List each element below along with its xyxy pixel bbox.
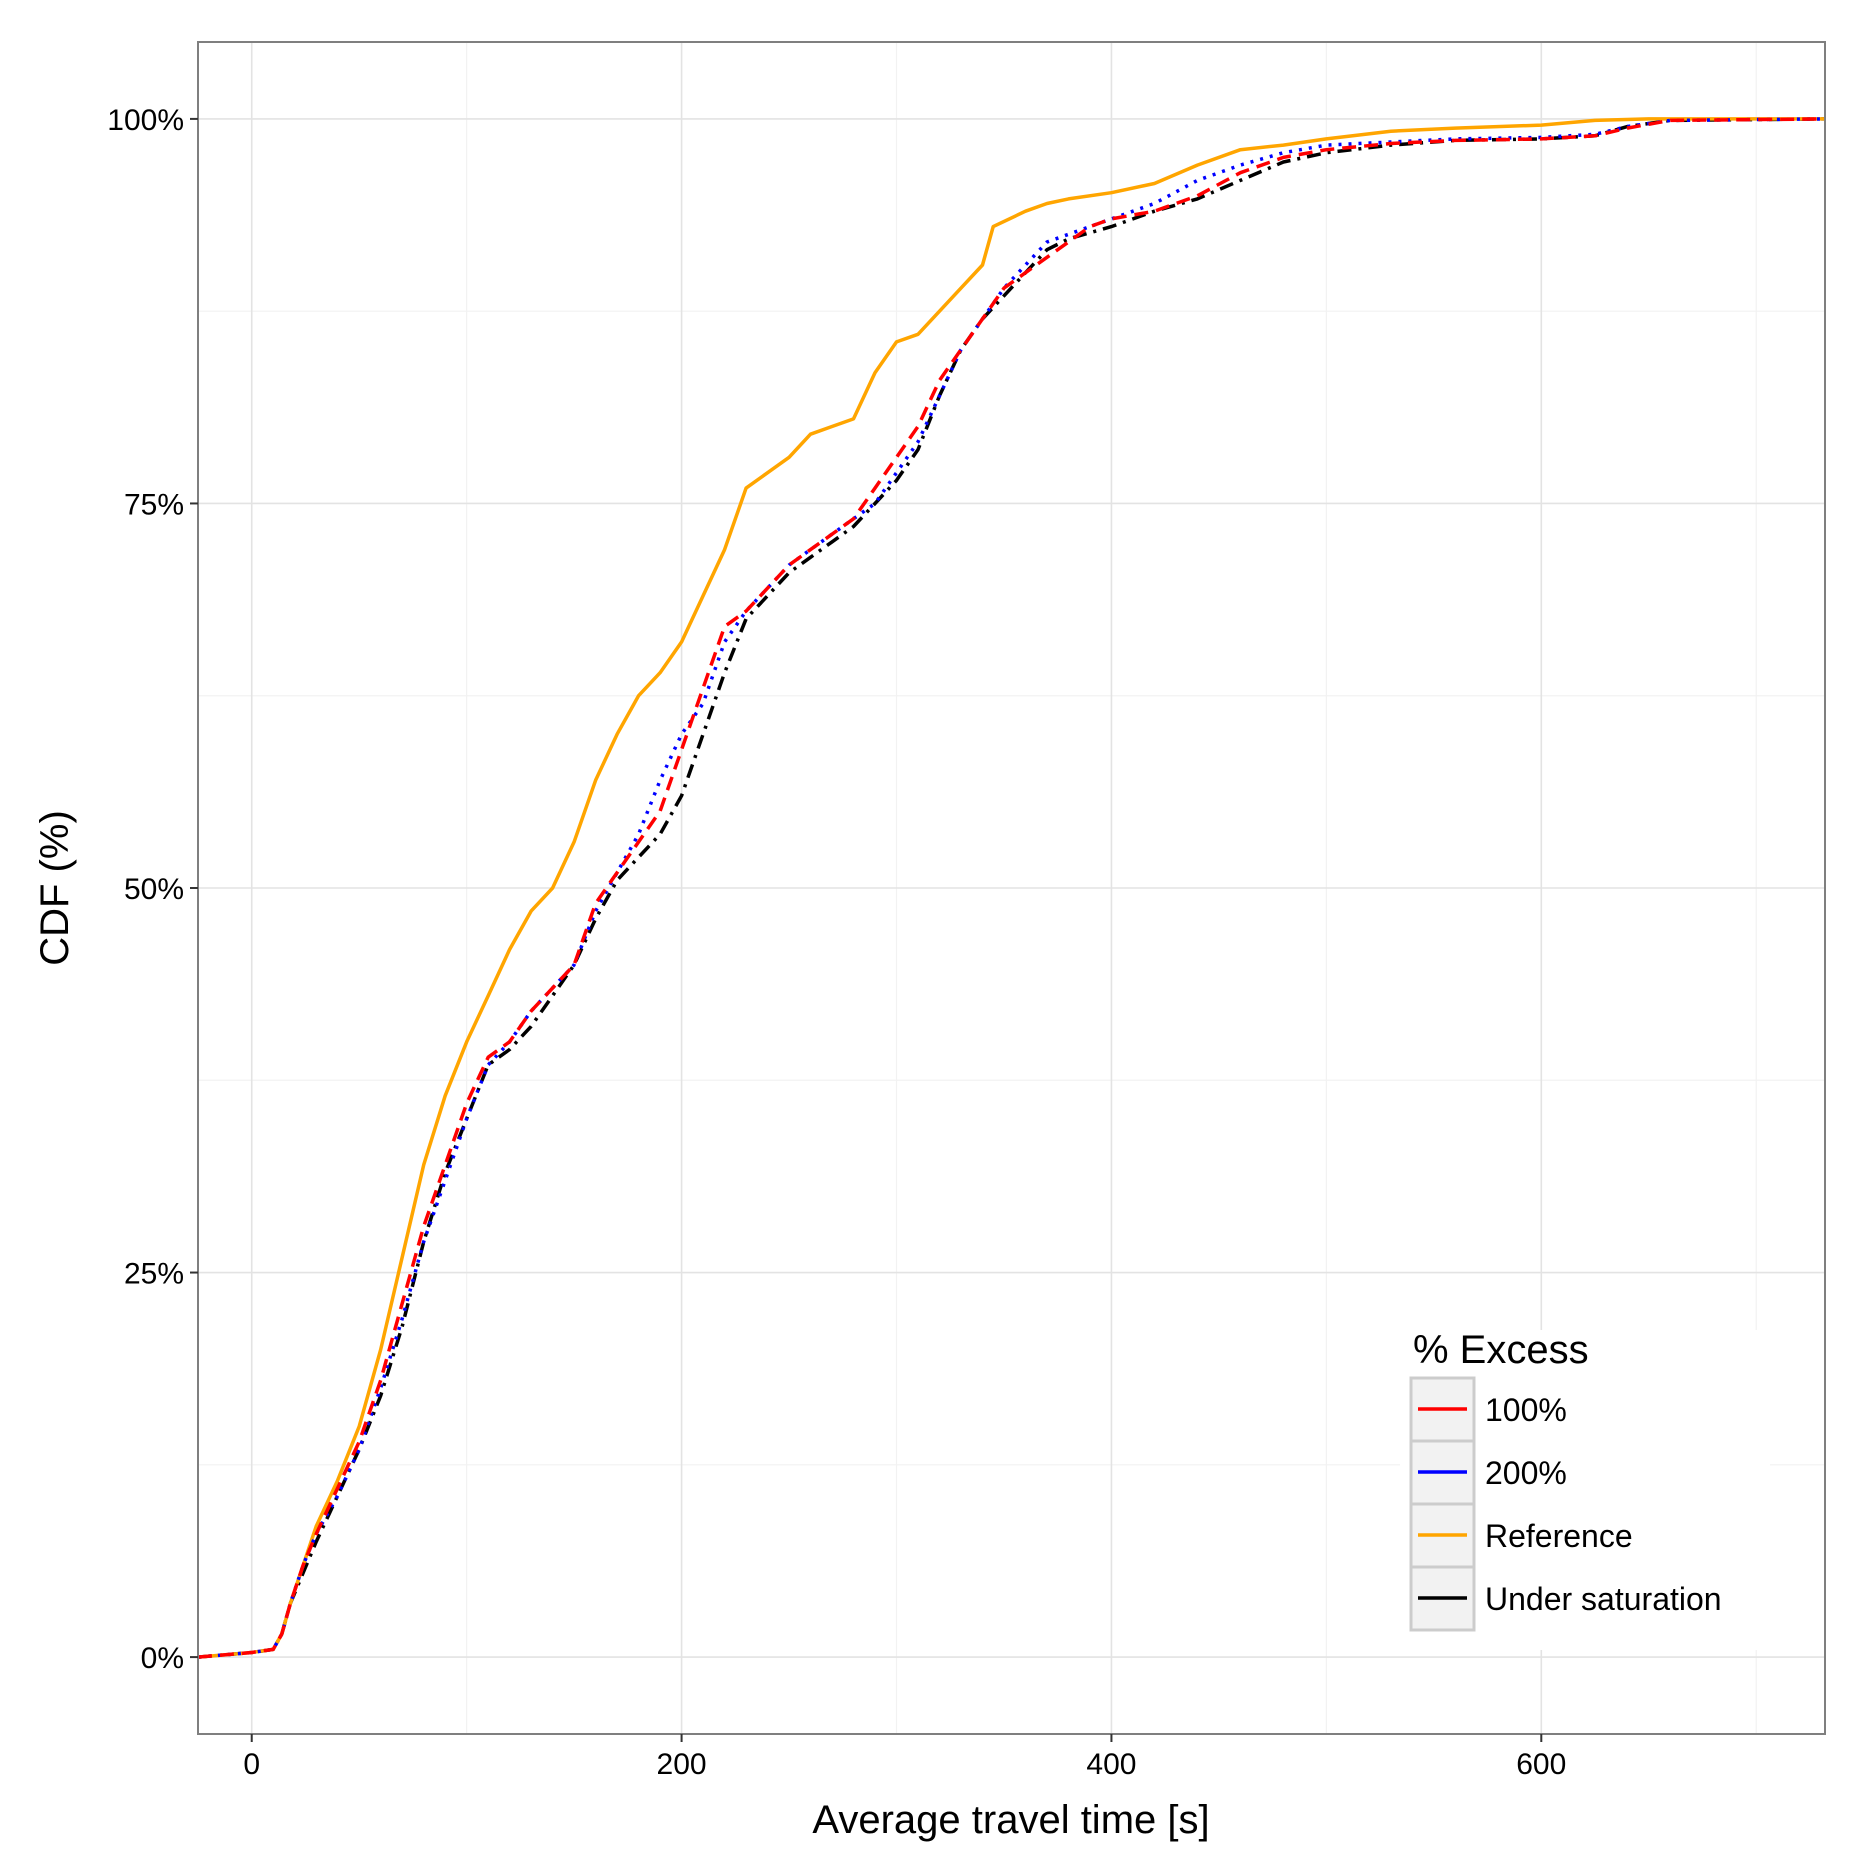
legend-item: 200%	[1409, 1439, 1567, 1506]
y-tick-label: 0%	[141, 1642, 184, 1675]
y-axis: 0% 25% 50% 75% 100%	[107, 104, 198, 1675]
series-line-reference	[197, 117, 1825, 1659]
legend-item: 100%	[1409, 1376, 1567, 1443]
legend-items: 100% 200% Reference Under saturation	[1409, 1376, 1722, 1632]
legend-title: % Excess	[1413, 1328, 1589, 1372]
x-tick-label: 200	[657, 1748, 707, 1781]
x-axis: 0 200 400 600	[243, 1734, 1566, 1781]
legend-item: Reference	[1409, 1502, 1633, 1569]
x-tick-label: 600	[1516, 1748, 1566, 1781]
legend-label: Reference	[1485, 1518, 1633, 1554]
series-line-100	[197, 117, 1826, 1659]
x-tick-label: 400	[1086, 1748, 1136, 1781]
legend-label: 100%	[1485, 1392, 1567, 1428]
y-tick-label: 25%	[124, 1258, 184, 1291]
series-layer	[197, 117, 1826, 1659]
legend-item: Under saturation	[1409, 1565, 1722, 1632]
series-line-200	[197, 117, 1826, 1659]
y-tick-label: 50%	[124, 873, 184, 906]
legend-label: 200%	[1485, 1455, 1567, 1491]
x-tick-label: 0	[243, 1748, 260, 1781]
x-axis-title: Average travel time [s]	[812, 1798, 1209, 1842]
series-line-under-saturation	[197, 117, 1826, 1659]
y-tick-label: 75%	[124, 488, 184, 521]
legend: % Excess 100% 200% Reference Under saturati…	[1400, 1328, 1770, 1650]
y-tick-label: 100%	[107, 104, 184, 137]
legend-label: Under saturation	[1485, 1581, 1722, 1617]
y-axis-title: CDF (%)	[33, 810, 77, 966]
major-gridlines	[198, 42, 1825, 1734]
